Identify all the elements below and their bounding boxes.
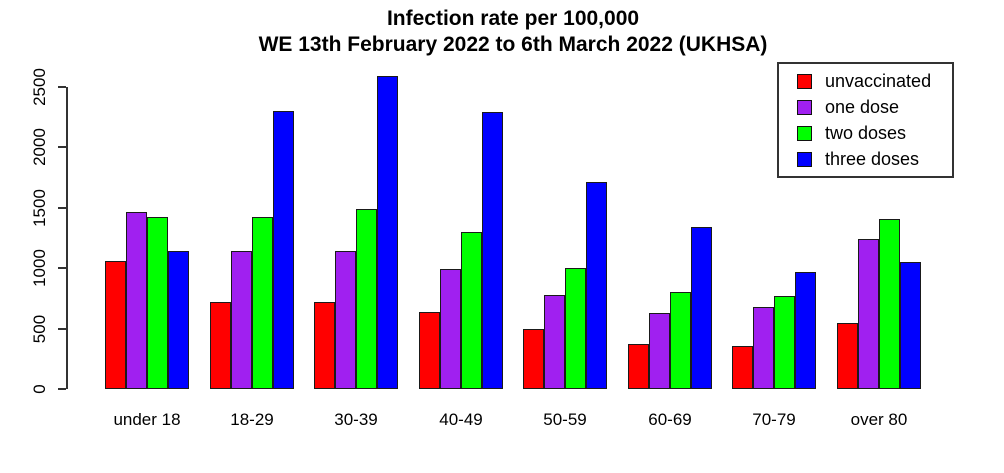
bar-one-dose-18-29: [231, 251, 252, 389]
legend-label-one-dose: one dose: [825, 97, 900, 117]
legend-item-three-doses: three doses: [797, 149, 952, 169]
bar-three-doses-30-39: [377, 76, 398, 389]
bar-two-doses-over-80: [879, 219, 900, 389]
x-tick-label-over-80: over 80: [850, 410, 908, 429]
bar-three-doses-70-79: [795, 272, 816, 389]
bar-three-doses-under-18: [168, 251, 189, 389]
chart-title: Infection rate per 100,000: [386, 7, 640, 30]
bar-two-doses-18-29: [252, 217, 273, 389]
bar-one-dose-60-69: [649, 313, 670, 389]
bar-unvaccinated-50-59: [523, 329, 544, 389]
bar-three-doses-60-69: [691, 227, 712, 389]
bar-two-doses-30-39: [356, 209, 377, 389]
y-tick-1000: [58, 267, 66, 270]
legend-swatch-unvaccinated: [797, 73, 812, 89]
chart-subtitle: WE 13th February 2022 to 6th March 2022 …: [258, 33, 768, 56]
x-tick-label-70-79: 70-79: [752, 410, 796, 429]
bar-unvaccinated-40-49: [419, 312, 440, 389]
bar-one-dose-40-49: [440, 269, 461, 389]
bar-three-doses-40-49: [482, 112, 503, 389]
bar-one-dose-over-80: [858, 239, 879, 389]
chart-title-block: Infection rate per 100,000 WE 13th Febru…: [63, 6, 963, 58]
bar-unvaccinated-under-18: [105, 261, 126, 389]
bar-two-doses-under-18: [147, 217, 168, 389]
x-tick-label-18-29: 18-29: [230, 410, 274, 429]
legend-label-two-doses: two doses: [825, 123, 907, 143]
legend-label-three-doses: three doses: [825, 149, 920, 169]
legend-item-unvaccinated: unvaccinated: [797, 71, 952, 91]
bar-unvaccinated-over-80: [837, 323, 858, 389]
y-tick-1500: [58, 206, 66, 209]
legend-label-unvaccinated: unvaccinated: [825, 71, 932, 91]
y-tick-2500: [58, 86, 66, 88]
bar-unvaccinated-30-39: [314, 302, 335, 389]
y-axis: [66, 87, 68, 389]
bar-unvaccinated-60-69: [628, 344, 649, 389]
legend: unvaccinated one dose two doses three doses: [777, 62, 954, 178]
bar-unvaccinated-18-29: [210, 302, 231, 389]
x-tick-label-60-69: 60-69: [648, 410, 692, 429]
bar-three-doses-18-29: [273, 111, 294, 389]
bar-three-doses-over-80: [900, 262, 921, 389]
x-tick-label-50-59: 50-59: [543, 410, 587, 429]
bar-two-doses-50-59: [565, 268, 586, 389]
y-tick-2000: [58, 146, 66, 149]
bar-one-dose-under-18: [126, 212, 147, 389]
x-tick-label-40-49: 40-49: [439, 410, 483, 429]
bar-three-doses-50-59: [586, 182, 607, 389]
legend-swatch-three-doses: [797, 151, 812, 167]
bar-one-dose-70-79: [753, 307, 774, 389]
bar-unvaccinated-70-79: [732, 346, 753, 389]
bar-one-dose-50-59: [544, 295, 565, 389]
bar-two-doses-60-69: [670, 292, 691, 389]
x-tick-label-under-18: under 18: [113, 410, 181, 429]
bar-two-doses-40-49: [461, 232, 482, 389]
bar-one-dose-30-39: [335, 251, 356, 389]
x-tick-label-30-39: 30-39: [334, 410, 378, 429]
legend-item-one-dose: one dose: [797, 97, 952, 117]
legend-swatch-one-dose: [797, 99, 812, 115]
legend-swatch-two-doses: [797, 125, 812, 141]
legend-item-two-doses: two doses: [797, 123, 952, 143]
y-tick-0: [58, 388, 66, 390]
y-tick-500: [58, 327, 66, 330]
bar-two-doses-70-79: [774, 296, 795, 389]
